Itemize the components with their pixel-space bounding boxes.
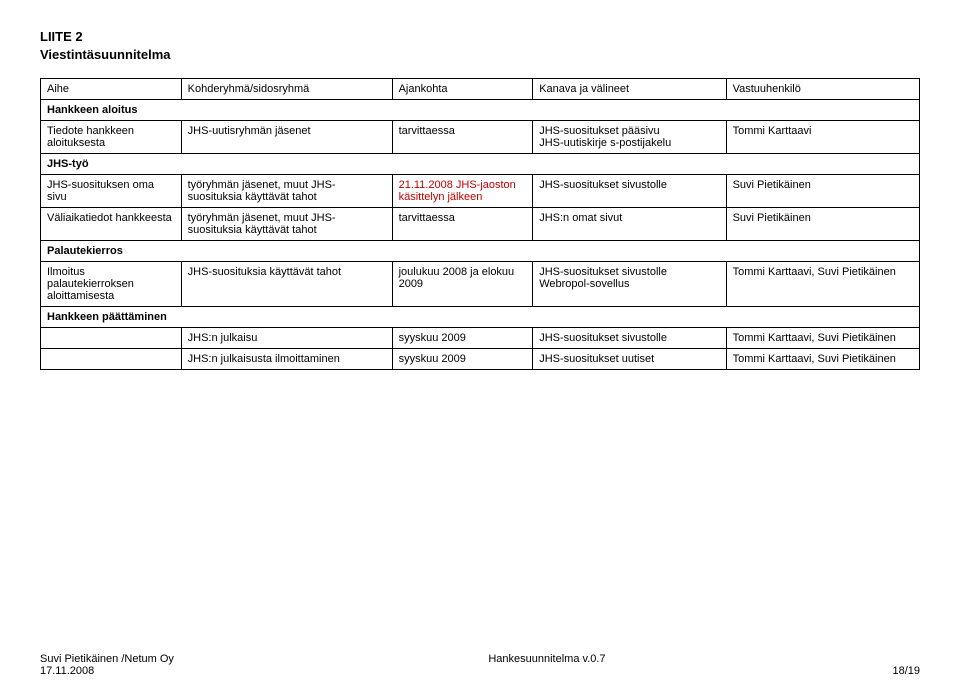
table-row: Ilmoitus palautekierroksen aloittamisest… (41, 262, 920, 307)
document-page: LIITE 2 Viestintäsuunnitelma Aihe Kohder… (0, 0, 960, 689)
cell-ajankohta: tarvittaessa (392, 121, 533, 154)
cell-kohderyhma: JHS:n julkaisu (181, 328, 392, 349)
cell-kohderyhma: työryhmän jäsenet, muut JHS-suosituksia … (181, 208, 392, 241)
cell-aihe: Ilmoitus palautekierroksen aloittamisest… (41, 262, 182, 307)
cell-ajankohta: 21.11.2008 JHS-jaoston käsittelyn jälkee… (392, 175, 533, 208)
cell-kohderyhma: JHS:n julkaisusta ilmoittaminen (181, 349, 392, 370)
th-ajankohta: Ajankohta (392, 79, 533, 100)
cell-aihe: JHS-suosituksen oma sivu (41, 175, 182, 208)
cell-vastuu: Suvi Pietikäinen (726, 208, 919, 241)
section-label: Palautekierros (41, 241, 920, 262)
section-jhs-tyo: JHS-työ (41, 154, 920, 175)
cell-kanava: JHS-suositukset sivustolle (533, 328, 726, 349)
cell-ajankohta: syyskuu 2009 (392, 349, 533, 370)
cell-kohderyhma: työryhmän jäsenet, muut JHS-suosituksia … (181, 175, 392, 208)
cell-aihe: Tiedote hankkeen aloituksesta (41, 121, 182, 154)
cell-ajankohta: tarvittaessa (392, 208, 533, 241)
footer-page-number: 18/19 (892, 665, 920, 677)
cell-kanava: JHS-suositukset pääsivuJHS-uutiskirje s-… (533, 121, 726, 154)
page-footer: Suvi Pietikäinen /Netum Oy Hankesuunnite… (40, 653, 920, 677)
section-label: Hankkeen aloitus (41, 100, 920, 121)
th-kohderyhma: Kohderyhmä/sidosryhmä (181, 79, 392, 100)
cell-ajankohta: syyskuu 2009 (392, 328, 533, 349)
cell-vastuu: Tommi Karttaavi, Suvi Pietikäinen (726, 328, 919, 349)
table-row: Tiedote hankkeen aloituksesta JHS-uutisr… (41, 121, 920, 154)
table-row: JHS:n julkaisusta ilmoittaminen syyskuu … (41, 349, 920, 370)
section-label: JHS-työ (41, 154, 920, 175)
footer-row-1: Suvi Pietikäinen /Netum Oy Hankesuunnite… (40, 653, 920, 665)
cell-kanava: JHS-suositukset sivustolle (533, 175, 726, 208)
table-header-row: Aihe Kohderyhmä/sidosryhmä Ajankohta Kan… (41, 79, 920, 100)
cell-aihe: Väliaikatiedot hankkeesta (41, 208, 182, 241)
section-label: Hankkeen päättäminen (41, 307, 920, 328)
footer-date: 17.11.2008 (40, 665, 94, 677)
section-hankkeen-paattaminen: Hankkeen päättäminen (41, 307, 920, 328)
cell-vastuu: Suvi Pietikäinen (726, 175, 919, 208)
cell-kohderyhma: JHS-uutisryhmän jäsenet (181, 121, 392, 154)
plan-table: Aihe Kohderyhmä/sidosryhmä Ajankohta Kan… (40, 78, 920, 370)
cell-kohderyhma: JHS-suosituksia käyttävät tahot (181, 262, 392, 307)
cell-ajankohta: joulukuu 2008 ja elokuu 2009 (392, 262, 533, 307)
table-row: Väliaikatiedot hankkeesta työryhmän jäse… (41, 208, 920, 241)
footer-doc-version: Hankesuunnitelma v.0.7 (488, 653, 605, 665)
th-aihe: Aihe (41, 79, 182, 100)
th-kanava: Kanava ja välineet (533, 79, 726, 100)
title-line-1: LIITE 2 (40, 29, 83, 44)
cell-kanava: JHS:n omat sivut (533, 208, 726, 241)
cell-kanava: JHS-suositukset sivustolleWebropol-sovel… (533, 262, 726, 307)
title-line-2: Viestintäsuunnitelma (40, 47, 171, 62)
cell-vastuu: Tommi Karttaavi, Suvi Pietikäinen (726, 349, 919, 370)
document-title: LIITE 2 Viestintäsuunnitelma (40, 28, 920, 64)
section-hankkeen-aloitus: Hankkeen aloitus (41, 100, 920, 121)
th-vastuu: Vastuuhenkilö (726, 79, 919, 100)
footer-author: Suvi Pietikäinen /Netum Oy (40, 653, 174, 665)
cell-kanava: JHS-suositukset uutiset (533, 349, 726, 370)
footer-row-2: 17.11.2008 18/19 (40, 665, 920, 677)
table-row: JHS:n julkaisu syyskuu 2009 JHS-suosituk… (41, 328, 920, 349)
cell-aihe (41, 328, 182, 349)
cell-vastuu: Tommi Karttaavi (726, 121, 919, 154)
table-row: JHS-suosituksen oma sivu työryhmän jäsen… (41, 175, 920, 208)
section-palautekierros: Palautekierros (41, 241, 920, 262)
cell-aihe (41, 349, 182, 370)
cell-vastuu: Tommi Karttaavi, Suvi Pietikäinen (726, 262, 919, 307)
